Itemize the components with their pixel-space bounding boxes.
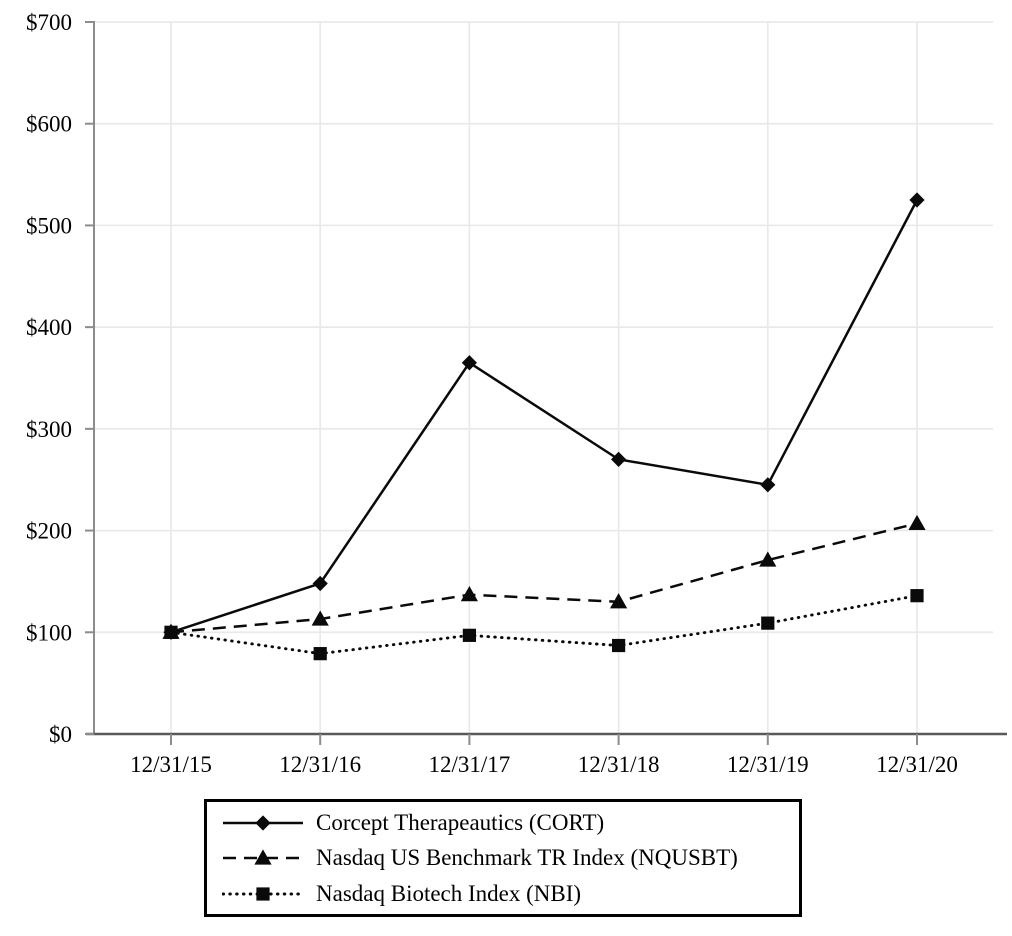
triangle-marker: [254, 849, 272, 865]
square-marker: [910, 589, 924, 603]
triangle-marker: [759, 551, 777, 567]
square-marker: [612, 638, 626, 653]
x-axis-label: 12/31/19: [727, 752, 809, 777]
y-axis-label: $300: [26, 417, 72, 442]
series-line-dotted: [169, 594, 919, 656]
y-axis-label: $600: [26, 112, 72, 137]
triangle-marker: [311, 610, 329, 626]
y-axis-label: $200: [26, 519, 72, 544]
square-marker: [462, 628, 476, 642]
x-axis-label: 12/31/18: [578, 752, 660, 777]
diamond-marker: [461, 355, 477, 371]
diamond-marker: [255, 814, 271, 831]
legend-line-sample: [223, 849, 303, 865]
chart-legend: Corcept Therapeautics (CORT) Nasdaq US Be…: [204, 799, 802, 917]
series-line-solid: [170, 199, 919, 634]
diamond-marker: [312, 575, 328, 592]
series-line-dashed: [170, 522, 918, 634]
triangle-marker: [908, 514, 926, 531]
y-axis-label: $500: [26, 213, 72, 238]
legend-line-sample: [222, 886, 304, 901]
x-axis-label: 12/31/17: [429, 752, 511, 777]
x-axis-label: 12/31/20: [876, 752, 958, 777]
legend-line-sample: [223, 814, 303, 831]
y-axis-label: $400: [26, 315, 72, 340]
triangle-marker: [610, 593, 628, 609]
legend-item: Corcept Therapeautics (CORT): [222, 808, 799, 838]
square-marker: [164, 625, 178, 639]
diamond-marker: [760, 477, 776, 493]
triangle-marker: [460, 586, 478, 602]
square-marker: [761, 616, 775, 630]
y-axis-label: $100: [26, 620, 72, 645]
square-marker: [313, 647, 327, 661]
legend-item: Nasdaq Biotech Index (NBI): [222, 879, 799, 909]
square-marker: [256, 886, 270, 901]
legend-item: Nasdaq US Benchmark TR Index (NQUSBT): [222, 843, 799, 873]
y-axis-label: $0: [49, 722, 72, 747]
x-axis-label: 12/31/16: [279, 752, 361, 777]
y-axis-label: $700: [26, 10, 72, 35]
diamond-marker: [611, 451, 627, 467]
x-axis-label: 12/31/15: [130, 752, 212, 777]
legend-label: Corcept Therapeautics (CORT): [316, 809, 605, 835]
diamond-marker: [909, 192, 925, 208]
legend-label: Nasdaq Biotech Index (NBI): [316, 880, 582, 906]
legend-label: Nasdaq US Benchmark TR Index (NQUSBT): [316, 845, 738, 870]
